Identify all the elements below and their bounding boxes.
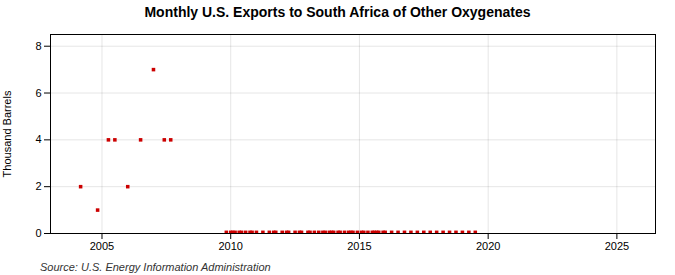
html-text:Source: U.S. Energy Informatio: Source: U.S. Energy Information Administ…: [40, 261, 271, 273]
svg-text:4: 4: [35, 133, 41, 145]
svg-text:0: 0: [35, 227, 41, 239]
svg-text:8: 8: [35, 40, 41, 52]
html-text:Monthly U.S. Exports to South: Monthly U.S. Exports to South Africa of …: [144, 4, 531, 20]
svg-text:2010: 2010: [218, 240, 242, 252]
svg-text:2: 2: [35, 180, 41, 192]
svg-text:Thousand Barrels: Thousand Barrels: [1, 90, 13, 177]
svg-text:2020: 2020: [476, 240, 500, 252]
svg-text:2015: 2015: [347, 240, 371, 252]
svg-text:2005: 2005: [90, 240, 114, 252]
svg-text:2025: 2025: [605, 240, 629, 252]
svg-text:6: 6: [35, 87, 41, 99]
